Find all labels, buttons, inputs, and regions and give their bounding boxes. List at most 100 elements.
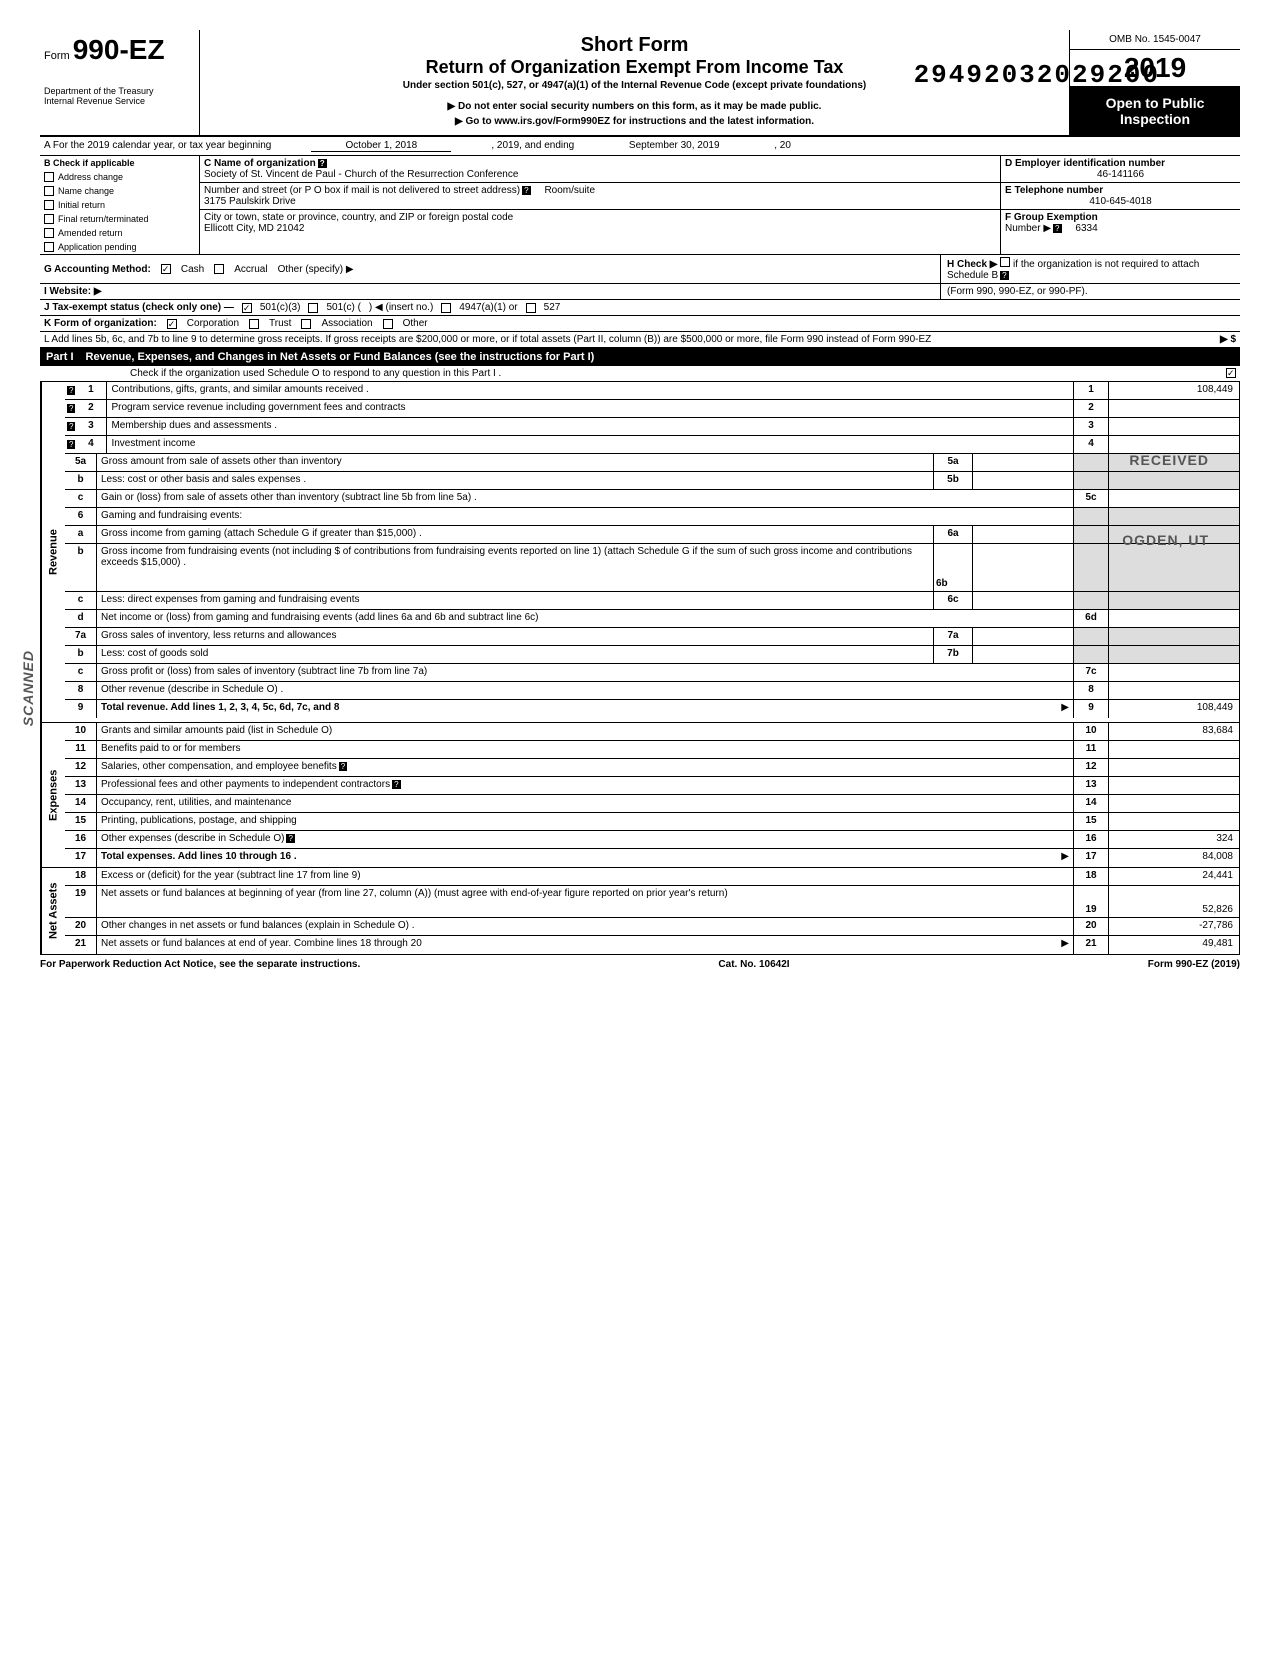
page-footer: For Paperwork Reduction Act Notice, see … <box>40 955 1240 974</box>
line-6a: aGross income from gaming (attach Schedu… <box>65 526 1239 544</box>
room-label: Room/suite <box>544 185 595 196</box>
row-a-prefix: A For the 2019 calendar year, or tax yea… <box>44 140 271 152</box>
check-4947[interactable] <box>441 303 451 313</box>
opt-501c-b: ) ◀ (insert no.) <box>369 302 433 313</box>
check-corp[interactable] <box>167 319 177 329</box>
opt-527: 527 <box>544 302 561 313</box>
group-num: 6334 <box>1075 223 1097 234</box>
line-5c: cGain or (loss) from sale of assets othe… <box>65 490 1239 508</box>
open-line2: Inspection <box>1074 111 1236 127</box>
line-6d: dNet income or (loss) from gaming and fu… <box>65 610 1239 628</box>
stamp-scanned: SCANNED <box>20 650 36 726</box>
label-addr: Number and street (or P O box if mail is… <box>204 185 520 196</box>
dept-irs: Internal Revenue Service <box>44 96 195 106</box>
part1-table: RECEIVED OGDEN, UT Revenue ?1Contributio… <box>40 382 1240 955</box>
line-19: 19Net assets or fund balances at beginni… <box>65 886 1239 918</box>
check-application-pending[interactable]: Application pending <box>40 240 199 254</box>
row-k: K Form of organization: Corporation Trus… <box>40 316 1240 332</box>
label-k: K Form of organization: <box>44 318 157 329</box>
arrow-url: ▶ Go to www.irs.gov/Form990EZ for instru… <box>208 116 1061 127</box>
l-text: L Add lines 5b, 6c, and 7b to line 9 to … <box>44 334 931 345</box>
line-20: 20Other changes in net assets or fund ba… <box>65 918 1239 936</box>
line-17: 17Total expenses. Add lines 10 through 1… <box>65 849 1239 867</box>
opt-other-org: Other <box>403 318 428 329</box>
check-501c[interactable] <box>308 303 318 313</box>
line-4: ?4Investment income4 <box>65 436 1239 454</box>
line-5b: bLess: cost or other basis and sales exp… <box>65 472 1239 490</box>
info-icon: ? <box>318 159 327 168</box>
open-line1: Open to Public <box>1074 95 1236 111</box>
label-f: F Group Exemption <box>1005 212 1236 223</box>
line-7a: 7aGross sales of inventory, less returns… <box>65 628 1239 646</box>
check-amended[interactable]: Amended return <box>40 226 199 240</box>
opt-corp: Corporation <box>187 318 239 329</box>
check-527[interactable] <box>526 303 536 313</box>
row-j: J Tax-exempt status (check only one) — 5… <box>40 300 1240 316</box>
column-b: B Check if applicable Address change Nam… <box>40 156 200 254</box>
footer-left: For Paperwork Reduction Act Notice, see … <box>40 959 360 970</box>
label-e: E Telephone number <box>1005 185 1236 196</box>
line-13: 13Professional fees and other payments t… <box>65 777 1239 795</box>
city: Ellicott City, MD 21042 <box>204 223 996 234</box>
stamp-ogden: OGDEN, UT <box>1122 532 1209 548</box>
footer-center: Cat. No. 10642I <box>718 959 789 970</box>
short-form-title: Short Form <box>208 34 1061 57</box>
vert-revenue: Revenue <box>41 382 65 722</box>
field-org-name: C Name of organization? Society of St. V… <box>200 156 1000 183</box>
check-address-change[interactable]: Address change <box>40 170 199 184</box>
field-street: Number and street (or P O box if mail is… <box>200 183 1000 210</box>
row-a-suffix: , 20 <box>774 140 791 152</box>
line-14: 14Occupancy, rent, utilities, and mainte… <box>65 795 1239 813</box>
vert-expenses: Expenses <box>41 723 65 867</box>
part1-check-text: Check if the organization used Schedule … <box>130 368 501 379</box>
opt-4947: 4947(a)(1) or <box>459 302 517 313</box>
footer-right: Form 990-EZ (2019) <box>1148 959 1240 970</box>
part1-header: Part I Revenue, Expenses, and Changes in… <box>40 348 1240 366</box>
line-10: 10Grants and similar amounts paid (list … <box>65 723 1239 741</box>
phone: 410-645-4018 <box>1005 196 1236 207</box>
check-trust[interactable] <box>249 319 259 329</box>
info-icon: ? <box>286 834 294 843</box>
opt-trust: Trust <box>269 318 291 329</box>
line-16: 16Other expenses (describe in Schedule O… <box>65 831 1239 849</box>
begin-date: October 1, 2018 <box>311 140 451 152</box>
opt-501c: 501(c) ( <box>326 302 360 313</box>
header-left: Form 990-EZ Department of the Treasury I… <box>40 30 200 135</box>
handwritten-number: 29492032029200 <box>914 60 1160 90</box>
check-assoc[interactable] <box>301 319 311 329</box>
field-group-exemption: F Group Exemption Number ▶? 6334 <box>1001 210 1240 236</box>
check-name-change[interactable]: Name change <box>40 184 199 198</box>
omb-number: OMB No. 1545-0047 <box>1070 30 1240 50</box>
opt-other: Other (specify) ▶ <box>278 264 354 275</box>
line-2: ?2Program service revenue including gove… <box>65 400 1239 418</box>
row-gh: G Accounting Method: Cash Accrual Other … <box>40 255 1240 284</box>
line-7b: bLess: cost of goods sold7b <box>65 646 1239 664</box>
line-5a: 5aGross amount from sale of assets other… <box>65 454 1239 472</box>
section-bcdef: B Check if applicable Address change Nam… <box>40 156 1240 255</box>
check-initial-return[interactable]: Initial return <box>40 198 199 212</box>
part1-check-row: Check if the organization used Schedule … <box>40 366 1240 382</box>
vert-net-assets: Net Assets <box>41 868 65 954</box>
label-d: D Employer identification number <box>1005 158 1236 169</box>
line-6: 6Gaming and fundraising events: <box>65 508 1239 526</box>
b-header: B Check if applicable <box>40 156 199 170</box>
check-schedule-o[interactable] <box>1226 368 1236 378</box>
check-501c3[interactable] <box>242 303 252 313</box>
check-final-return[interactable]: Final return/terminated <box>40 212 199 226</box>
check-schedule-b[interactable] <box>1000 257 1010 267</box>
row-l: L Add lines 5b, 6c, and 7b to line 9 to … <box>40 332 1240 348</box>
arrow-ssn: ▶ Do not enter social security numbers o… <box>208 101 1061 112</box>
check-accrual[interactable] <box>214 264 224 274</box>
line-11: 11Benefits paid to or for members11 <box>65 741 1239 759</box>
form-number: 990-EZ <box>73 34 165 65</box>
label-f2: Number ▶ <box>1005 223 1051 234</box>
check-other-org[interactable] <box>383 319 393 329</box>
line-8: 8Other revenue (describe in Schedule O) … <box>65 682 1239 700</box>
row-i: I Website: ▶ (Form 990, 990-EZ, or 990-P… <box>40 284 1240 300</box>
check-cash[interactable] <box>161 264 171 274</box>
stamp-received: RECEIVED <box>1129 452 1209 468</box>
column-def: D Employer identification number 46-1411… <box>1000 156 1240 254</box>
line-18: 18Excess or (deficit) for the year (subt… <box>65 868 1239 886</box>
label-c: C Name of organization <box>204 158 316 169</box>
field-phone: E Telephone number 410-645-4018 <box>1001 183 1240 210</box>
